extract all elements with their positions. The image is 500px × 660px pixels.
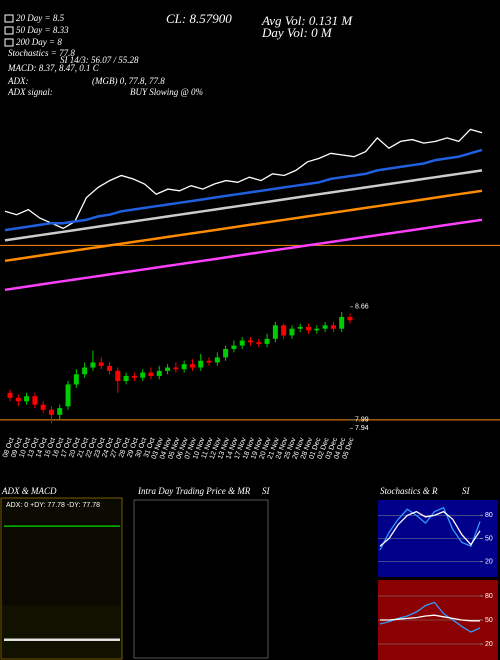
candle-body: [239, 340, 245, 346]
adx-values: (MGB) 0, 77.8, 77.8: [92, 76, 165, 86]
y-tick-label: 8.66: [355, 304, 369, 311]
legend-box: [4, 38, 14, 47]
panel-annotation: ADX: 0 +DY: 77.78 -DY: 77.78: [6, 502, 100, 509]
y-tick-label: 80: [485, 512, 493, 519]
candle-body: [40, 404, 46, 410]
panel-title: Intra Day Trading Price & MR: [137, 486, 251, 496]
candle-body: [165, 367, 171, 371]
candle-body: [15, 397, 21, 402]
series-line: [379, 510, 481, 547]
legend-box: [4, 14, 14, 23]
candle-body: [7, 392, 13, 398]
y-tick-label: 80: [485, 593, 493, 600]
candle-body: [156, 370, 162, 376]
day-volume: Day Vol: 0 M: [261, 25, 333, 40]
macd-label: MACD: 8.37, 8.47, 0.1 C: [7, 63, 100, 73]
y-tick-label: 50: [485, 617, 493, 624]
candle-body: [223, 348, 229, 358]
candle-body: [339, 316, 345, 329]
candle-body: [57, 408, 63, 415]
candle-body: [347, 316, 353, 321]
candle-body: [123, 375, 129, 382]
panel-title: Stochastics & R: [380, 486, 438, 496]
candle-body: [306, 327, 312, 331]
y-tick-label: 50: [485, 535, 493, 542]
series-line: [4, 128, 483, 230]
candle-body: [198, 360, 204, 368]
panel-subtitle: SI: [462, 486, 471, 496]
adx-signal-label: ADX signal:: [7, 87, 53, 97]
intraday-panel: [133, 499, 269, 659]
ma20-label: 20 Day = 8.5: [16, 13, 65, 23]
candle-body: [24, 396, 30, 402]
series-line: [4, 148, 483, 232]
candle-body: [48, 409, 54, 415]
y-tick-label: 7.94: [355, 425, 369, 432]
candle-body: [82, 367, 88, 375]
series-line: [4, 189, 483, 263]
candle-body: [65, 384, 71, 407]
candle-body: [181, 364, 187, 370]
ma200-label: 200 Day = 8: [16, 37, 62, 47]
candle-body: [247, 340, 253, 343]
candle-body: [322, 325, 328, 329]
candle-body: [231, 345, 237, 349]
series-line: [379, 506, 481, 551]
candle-body: [314, 328, 320, 331]
candle-body: [264, 338, 270, 344]
y-tick-label: 20: [485, 558, 493, 565]
series-line: [380, 614, 480, 622]
signal-text: BUY Slowing @ 0%: [130, 87, 203, 97]
y-tick-label: 7.99: [355, 417, 369, 424]
candle-body: [90, 362, 96, 368]
candle-body: [289, 328, 295, 336]
y-tick-label: 20: [485, 641, 493, 648]
candle-body: [140, 372, 146, 378]
candle-body: [281, 325, 287, 336]
stoch-label: Stochastics = 77.8: [8, 48, 75, 58]
panel-subtitle: SI: [262, 486, 271, 496]
candle-body: [330, 325, 336, 329]
series-line: [4, 218, 483, 292]
candle-body: [256, 342, 262, 344]
candle-body: [73, 374, 79, 385]
si-label: SI 14/3: 56.07 / 55.28: [60, 55, 139, 65]
candle-body: [189, 364, 195, 368]
candle-body: [297, 327, 303, 329]
candle-body: [98, 362, 104, 366]
candle-body: [107, 365, 113, 371]
candle-body: [173, 367, 179, 370]
candle-body: [131, 375, 137, 378]
candle-body: [206, 360, 212, 363]
series-line: [4, 169, 483, 242]
adx-label: ADX:: [7, 76, 29, 86]
macd-panel: [2, 605, 121, 658]
ma50-label: 50 Day = 8.33: [16, 25, 69, 35]
close-price: CL: 8.57900: [166, 11, 232, 26]
candle-body: [272, 325, 278, 339]
candle-body: [214, 357, 220, 363]
legend-box: [4, 26, 14, 35]
avg-volume: Avg Vol: 0.131 M: [261, 13, 353, 28]
panel-title: ADX & MACD: [1, 486, 57, 496]
candle-body: [148, 372, 154, 376]
candle-body: [115, 370, 121, 382]
candle-body: [32, 396, 38, 405]
